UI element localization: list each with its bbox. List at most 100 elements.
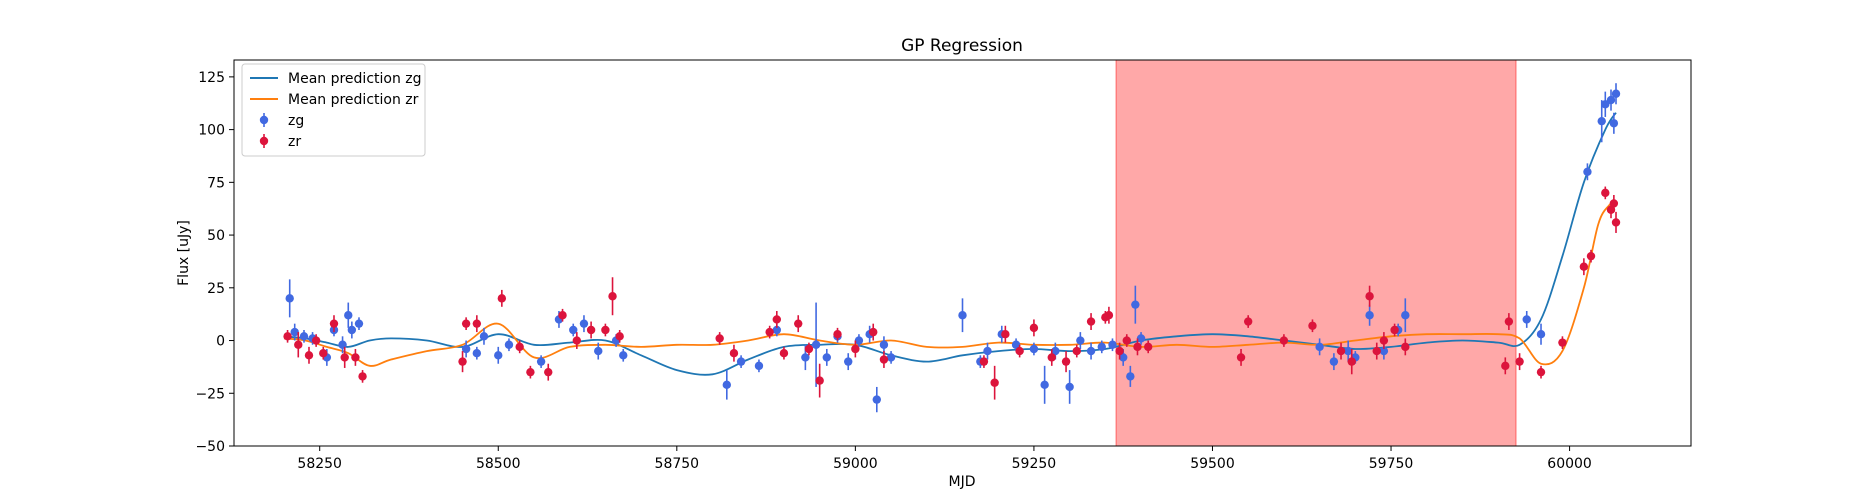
y-tick-label: −50 [195, 439, 225, 455]
data-point-zr [615, 332, 624, 341]
data-point-zr [804, 344, 814, 354]
data-point-zr [779, 348, 789, 358]
legend-entry-label: zr [288, 134, 301, 150]
data-point-zr [1029, 323, 1039, 333]
data-point-zg [1076, 336, 1085, 345]
legend-entry-label: zg [288, 113, 304, 129]
data-point-zr [1579, 262, 1589, 271]
plot-frame [233, 59, 1692, 447]
data-point-zg [1315, 342, 1324, 352]
data-point-zr [1515, 357, 1524, 366]
data-point-zr [1504, 317, 1514, 326]
data-point-zr [715, 334, 724, 343]
data-point-zr [879, 355, 889, 364]
data-point-zr [340, 353, 349, 362]
data-point-zr [1104, 311, 1114, 320]
data-point-zg [983, 346, 992, 356]
data-point-zg [1136, 334, 1146, 343]
data-point-zr [1536, 367, 1546, 377]
data-point-zg [1597, 116, 1606, 126]
data-point-zr [319, 348, 328, 358]
data-point-zr [1143, 342, 1153, 352]
data-point-zr [833, 330, 842, 339]
data-point-zr [572, 336, 582, 345]
data-point-zr [1279, 336, 1289, 345]
data-point-zg [1040, 380, 1049, 390]
data-point-zr [815, 376, 824, 385]
data-point-zg [494, 351, 503, 360]
data-point-zg [1126, 372, 1135, 381]
data-point-zg [1606, 95, 1616, 105]
data-point-zg [347, 325, 357, 335]
data-point-zr [1115, 346, 1124, 356]
x-tick-label: 59750 [1369, 456, 1414, 472]
legend-box [241, 63, 426, 157]
data-point-zg [879, 340, 889, 349]
data-point-zg [772, 325, 782, 335]
data-point-zr [1336, 346, 1346, 356]
data-point-zg [754, 361, 764, 371]
y-tick-label: 75 [207, 175, 225, 191]
x-axis-label: MJD [949, 474, 976, 490]
legend-marker-swatch [259, 136, 269, 146]
data-point-zr [1347, 357, 1356, 366]
data-point-zr [294, 340, 303, 349]
data-point-zg [1108, 340, 1117, 349]
data-point-zg [569, 325, 578, 335]
data-point-zr [851, 344, 860, 354]
data-point-zg [958, 311, 967, 320]
chart-title: GP Regression [901, 36, 1023, 56]
data-point-zr [608, 292, 617, 301]
y-tick-label: 25 [207, 281, 225, 297]
data-point-zr [544, 367, 553, 377]
data-point-zg [1401, 311, 1410, 320]
data-point-zg [1118, 353, 1128, 362]
data-point-zg [579, 319, 589, 328]
data-point-zg [1029, 344, 1039, 354]
data-point-zg [504, 340, 514, 349]
series-line-mean-prediction-zr [283, 200, 1617, 367]
data-point-zg [1379, 346, 1389, 356]
data-point-zr [558, 311, 567, 320]
legend: Mean prediction zg Mean prediction zr zg zr [241, 63, 426, 157]
data-point-zr [772, 315, 782, 324]
data-point-zr [1001, 330, 1010, 339]
data-point-zr [1015, 346, 1024, 356]
x-tick-label: 59000 [833, 456, 878, 472]
data-point-zr [351, 353, 360, 362]
x-tick-label: 58750 [655, 456, 700, 472]
y-tick-label: 125 [198, 70, 225, 86]
data-point-zr [1133, 342, 1142, 352]
data-point-zg [1536, 330, 1546, 339]
data-point-zr [1609, 199, 1619, 208]
data-point-zg [722, 380, 732, 390]
data-point-zg [1097, 342, 1106, 352]
data-point-zg [344, 311, 353, 320]
data-point-zr [304, 351, 314, 360]
data-point-zg [354, 319, 364, 328]
data-point-zg [1611, 89, 1621, 98]
data-point-zr [1586, 251, 1596, 261]
data-point-zg [854, 336, 864, 345]
data-point-zg [472, 348, 482, 358]
data-point-zg [844, 357, 853, 366]
data-point-zg [886, 353, 896, 362]
data-point-zg [536, 357, 546, 366]
data-point-zr [1047, 353, 1056, 362]
y-tick-label: 50 [207, 228, 225, 244]
data-point-zr [358, 372, 367, 381]
data-point-zg [1086, 346, 1096, 356]
data-point-zg [1343, 346, 1353, 356]
data-point-zr [1072, 346, 1081, 356]
data-point-zr [1122, 336, 1131, 345]
data-point-zr [1601, 188, 1610, 198]
data-point-zr [586, 325, 596, 335]
y-tick-label: 100 [198, 123, 225, 139]
data-point-zg [1522, 315, 1531, 324]
data-point-zr [1379, 336, 1389, 345]
data-point-zr [1372, 346, 1381, 356]
data-point-zr [990, 378, 999, 387]
data-point-zg [1609, 119, 1619, 128]
data-point-zg [338, 340, 347, 349]
